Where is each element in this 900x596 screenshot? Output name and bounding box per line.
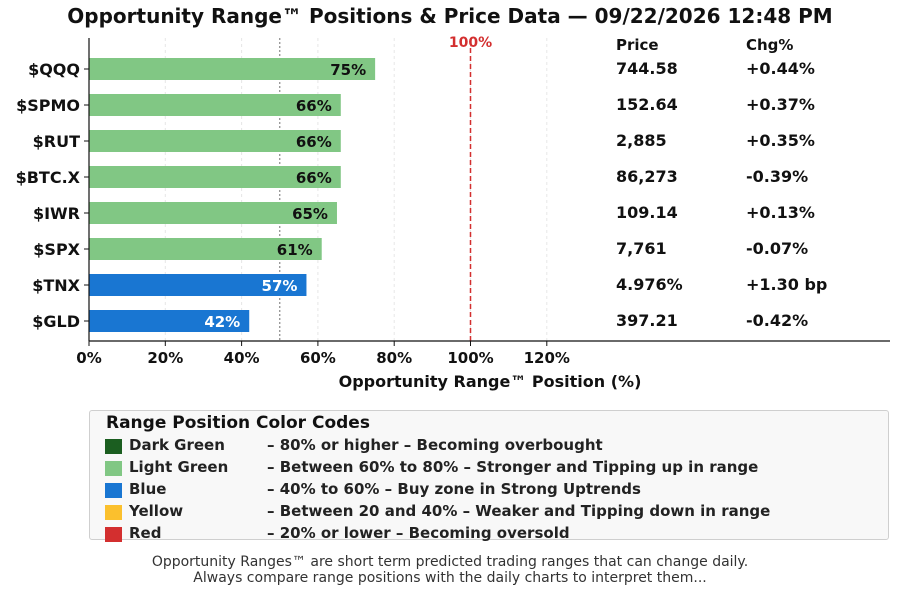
bar-TNX <box>89 274 307 296</box>
change-cell: -0.42% <box>746 311 808 330</box>
x-tick-label: 60% <box>300 349 336 367</box>
change-cell: +0.37% <box>746 95 815 114</box>
bar-QQQ <box>89 58 376 80</box>
bar-value-label: 57% <box>262 277 298 295</box>
x-axis-label: Opportunity Range™ Position (%) <box>339 372 642 391</box>
legend-title: Range Position Color Codes <box>106 413 370 433</box>
category-label: $IWR <box>33 204 80 223</box>
price-cell: 4.976% <box>616 275 683 294</box>
bar-BTCX <box>89 166 341 188</box>
category-label: $SPX <box>33 240 80 259</box>
x-tick-label: 40% <box>224 349 260 367</box>
change-cell: +0.35% <box>746 131 815 150</box>
bar-value-label: 65% <box>292 205 328 223</box>
legend-item-name: Red <box>129 524 162 542</box>
legend-swatch <box>105 483 122 498</box>
change-cell: -0.39% <box>746 167 808 186</box>
category-label: $GLD <box>32 312 80 331</box>
color-code-legend: Range Position Color Codes Dark Green – … <box>89 410 889 542</box>
bar-RUT <box>89 130 341 152</box>
bar-value-label: 61% <box>277 241 313 259</box>
legend-item-name: Light Green <box>129 458 229 476</box>
x-tick-label: 80% <box>376 349 412 367</box>
category-label: $QQQ <box>28 60 80 79</box>
category-label: $SPMO <box>16 96 80 115</box>
chart-title: Opportunity Range™ Positions & Price Dat… <box>67 4 833 28</box>
legend-item-desc: – Between 20 and 40% – Weaker and Tippin… <box>267 502 771 520</box>
legend-item-desc: – 20% or lower – Becoming oversold <box>267 524 570 542</box>
footer-line: Always compare range positions with the … <box>193 570 707 586</box>
x-tick-label: 20% <box>147 349 183 367</box>
change-cell: +0.13% <box>746 203 815 222</box>
price-cell: 397.21 <box>616 311 678 330</box>
bar-SPMO <box>89 94 341 116</box>
category-label: $BTC.X <box>16 168 81 187</box>
price-cell: 2,885 <box>616 131 667 150</box>
legend-item-name: Dark Green <box>129 436 225 454</box>
category-label: $TNX <box>32 276 80 295</box>
legend-swatch <box>105 505 122 520</box>
legend-item-desc: – Between 60% to 80% – Stronger and Tipp… <box>267 458 759 476</box>
footer-note: Opportunity Ranges™ are short term predi… <box>0 554 900 586</box>
range-position-chart: 75% $QQQ 66% $SPMO 66% $RUT 66% $BTC.X 65% $IWR 61… <box>16 35 890 391</box>
change-cell: +1.30 bp <box>746 275 827 294</box>
x-tick-label: 100% <box>447 349 493 367</box>
bar-IWR <box>89 202 337 224</box>
legend-swatch <box>105 461 122 476</box>
change-cell: +0.44% <box>746 59 815 78</box>
legend-swatch <box>105 527 122 542</box>
price-cell: 86,273 <box>616 167 678 186</box>
change-cell: -0.07% <box>746 239 808 258</box>
bar-GLD <box>89 310 250 332</box>
reference-line-label: 100% <box>449 35 492 51</box>
legend-swatch <box>105 439 122 454</box>
legend-item-name: Yellow <box>129 502 184 520</box>
bar-SPX <box>89 238 322 260</box>
price-cell: 744.58 <box>616 59 678 78</box>
x-tick-label: 0% <box>76 349 101 367</box>
legend-item-desc: – 40% to 60% – Buy zone in Strong Uptren… <box>267 480 641 498</box>
price-cell: 109.14 <box>616 203 678 222</box>
category-label: $RUT <box>33 132 80 151</box>
bar-value-label: 66% <box>296 97 332 115</box>
x-tick-label: 120% <box>524 349 570 367</box>
bar-value-label: 75% <box>330 61 366 79</box>
legend-item-name: Blue <box>129 480 167 498</box>
bar-value-label: 42% <box>204 313 240 331</box>
bar-value-label: 66% <box>296 133 332 151</box>
legend-item-desc: – 80% or higher – Becoming overbought <box>267 436 603 454</box>
price-cell: 7,761 <box>616 239 667 258</box>
bar-value-label: 66% <box>296 169 332 187</box>
table-header: Chg% <box>746 36 793 54</box>
footer-line: Opportunity Ranges™ are short term predi… <box>151 554 749 570</box>
price-cell: 152.64 <box>616 95 678 114</box>
table-header: Price <box>616 36 659 54</box>
